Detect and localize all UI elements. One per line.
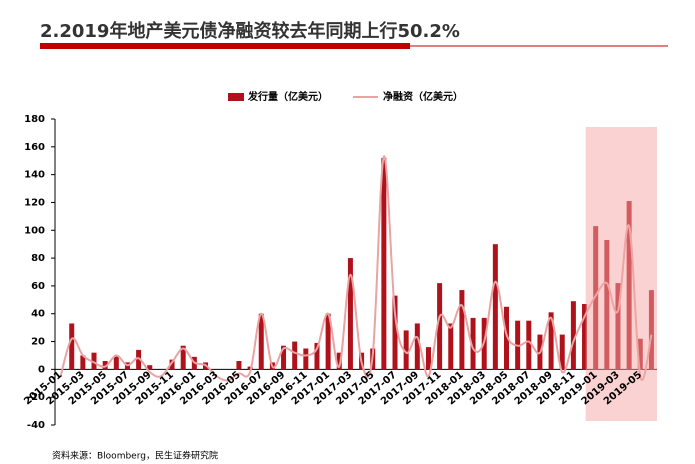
y-tick-label: 120 xyxy=(24,197,45,208)
bar xyxy=(437,283,443,370)
bar xyxy=(392,295,398,370)
bar xyxy=(136,349,142,370)
bar xyxy=(236,361,242,370)
bar xyxy=(314,342,320,370)
bar xyxy=(448,323,454,370)
y-tick-label: -40 xyxy=(27,420,45,431)
bar xyxy=(80,355,86,370)
bar xyxy=(347,258,353,370)
y-tick-label: 140 xyxy=(24,170,45,181)
legend-label: 净融资（亿美元） xyxy=(383,90,463,103)
chart-title: 2.2019年地产美元债净融资较去年同期上行50.2% xyxy=(40,20,460,42)
title-bar xyxy=(40,43,410,49)
bar xyxy=(258,313,264,370)
legend-swatch xyxy=(228,93,244,101)
bar xyxy=(559,334,565,370)
y-tick-label: 100 xyxy=(24,225,45,236)
bar xyxy=(570,301,576,370)
bar xyxy=(281,345,287,370)
bar xyxy=(414,323,420,370)
bar xyxy=(492,244,498,370)
bar xyxy=(147,365,153,370)
bar xyxy=(425,347,431,370)
bar xyxy=(504,306,509,370)
bar xyxy=(403,330,409,370)
bar xyxy=(582,303,588,370)
bar xyxy=(69,323,75,370)
bar xyxy=(548,312,554,370)
line xyxy=(59,155,653,382)
bar xyxy=(381,157,387,370)
bar xyxy=(91,352,97,370)
source: 资料来源：Bloomberg，民生证券研究院 xyxy=(52,450,218,462)
bar xyxy=(303,348,309,370)
y-tick-label: 40 xyxy=(31,309,45,320)
y-tick-label: 160 xyxy=(24,142,45,153)
bar xyxy=(459,290,465,370)
bar xyxy=(526,320,532,370)
bar xyxy=(470,317,476,370)
bar xyxy=(292,341,298,370)
legend-label: 发行量（亿美元） xyxy=(247,90,328,103)
bar xyxy=(247,366,253,370)
bar xyxy=(169,359,175,370)
highlight xyxy=(585,127,657,421)
bar xyxy=(113,355,119,370)
bar xyxy=(102,361,108,370)
y-tick-label: -20 xyxy=(27,392,45,403)
y-tick-label: 80 xyxy=(31,253,45,264)
bar xyxy=(180,345,186,370)
y-tick-label: 60 xyxy=(31,281,45,292)
y-tick-label: 0 xyxy=(38,364,45,375)
bar xyxy=(336,352,342,370)
y-tick-label: 20 xyxy=(31,337,45,348)
bar xyxy=(325,313,331,370)
y-tick-label: 180 xyxy=(24,114,45,125)
